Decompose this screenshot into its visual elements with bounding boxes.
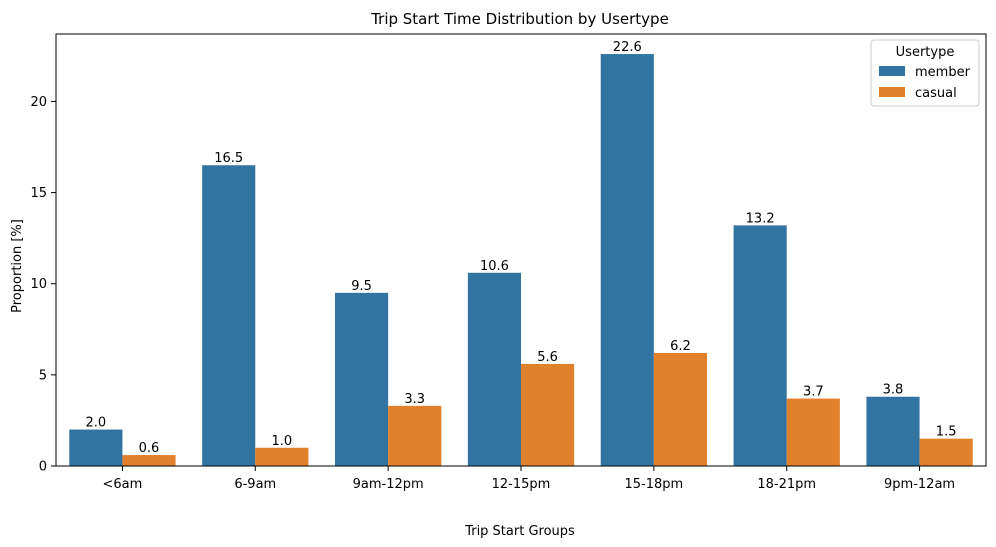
- bar-member: [202, 165, 256, 466]
- x-tick-label: 6-9am: [234, 477, 276, 492]
- y-axis-label: Proportion [%]: [10, 219, 25, 313]
- data-label: 13.2: [746, 211, 775, 226]
- bar-casual: [122, 455, 176, 466]
- legend-swatch-member: [879, 66, 905, 76]
- y-tick-label: 20: [30, 95, 47, 110]
- bar-casual: [255, 447, 309, 466]
- data-label: 1.0: [272, 434, 293, 449]
- data-label: 0.6: [139, 441, 160, 456]
- bar-member: [600, 54, 654, 467]
- legend-label-casual: casual: [915, 86, 957, 101]
- data-label: 10.6: [480, 259, 509, 274]
- bar-member: [335, 292, 389, 466]
- data-label: 5.6: [537, 350, 558, 365]
- bar-member: [733, 225, 787, 466]
- x-tick-label: 9am-12pm: [353, 477, 424, 492]
- x-axis-label: Trip Start Groups: [464, 524, 575, 539]
- data-label: 6.2: [670, 339, 691, 354]
- data-label: 9.5: [351, 279, 372, 294]
- y-tick-label: 0: [39, 460, 47, 475]
- legend-label-member: member: [915, 65, 971, 80]
- y-tick-label: 5: [39, 368, 47, 383]
- bar-member: [866, 396, 920, 466]
- x-tick-label: 18-21pm: [757, 477, 816, 492]
- y-tick-label: 10: [30, 277, 47, 292]
- data-label: 3.8: [883, 383, 904, 398]
- data-label: 22.6: [613, 40, 642, 55]
- bar-member: [69, 429, 123, 466]
- data-label: 3.3: [404, 392, 425, 407]
- bar-casual: [521, 363, 575, 466]
- bar-casual: [653, 352, 707, 466]
- bar-casual: [919, 438, 973, 466]
- data-label: 2.0: [86, 416, 107, 431]
- x-tick-label: 12-15pm: [492, 477, 551, 492]
- legend-swatch-casual: [879, 87, 905, 97]
- data-label: 16.5: [214, 151, 243, 166]
- axes-frame: [55, 33, 987, 467]
- y-tick-label: 15: [30, 186, 47, 201]
- data-label: 3.7: [803, 385, 824, 400]
- bar-casual: [388, 405, 442, 466]
- plot-area: 2.0 16.5 9.5 10.6 22.6 13.2 3.8 0.6 1.0 3.3 5.6 6.2…: [30, 33, 987, 492]
- legend: Usertype member casual: [870, 39, 980, 107]
- x-tick-label: 9pm-12am: [884, 477, 955, 492]
- legend-title: Usertype: [896, 45, 955, 60]
- chart-title: Trip Start Time Distribution by Usertype: [370, 10, 669, 28]
- x-tick-label: 15-18pm: [625, 477, 684, 492]
- bar-member: [467, 272, 521, 466]
- x-tick-label: <6am: [103, 477, 143, 492]
- bar-casual: [786, 398, 840, 466]
- data-label: 1.5: [936, 425, 957, 440]
